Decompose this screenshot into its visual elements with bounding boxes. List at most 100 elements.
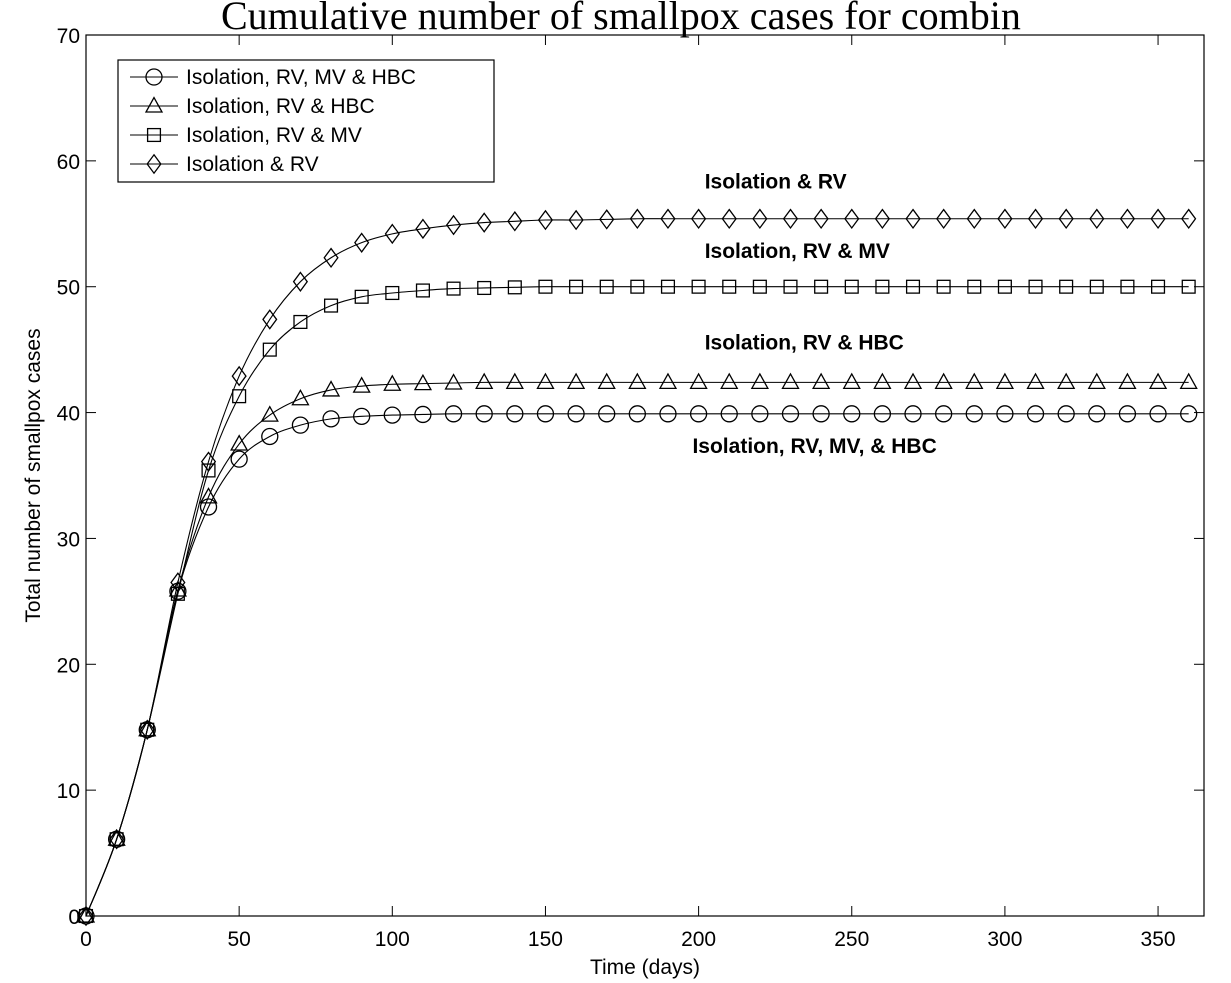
data-point-circle <box>934 405 953 423</box>
x-tick-label: 200 <box>681 928 716 951</box>
data-point-triangle <box>689 372 708 390</box>
data-point-square <box>967 279 982 294</box>
data-point-triangle <box>260 405 279 422</box>
data-point-circle <box>291 416 310 434</box>
data-point-triangle <box>352 376 371 393</box>
data-point-diamond <box>782 208 799 230</box>
data-point-circle <box>873 405 892 423</box>
chart-title: Cumulative number of smallpox cases for … <box>221 0 1021 38</box>
data-point-triangle <box>475 372 494 390</box>
x-axis-label: Time (days) <box>590 956 700 979</box>
data-point-square <box>323 298 339 313</box>
data-point-circle <box>230 450 248 468</box>
series-diamond <box>78 208 1197 927</box>
data-point-circle <box>1057 405 1075 423</box>
data-point-triangle <box>1179 372 1198 390</box>
data-point-square <box>691 279 706 294</box>
data-point-square <box>385 285 400 301</box>
data-point-diamond <box>78 905 94 927</box>
data-point-triangle <box>720 372 739 390</box>
data-point-triangle <box>873 372 892 390</box>
data-point-circle <box>567 405 585 423</box>
data-point-square <box>599 279 614 294</box>
legend-box <box>117 59 495 183</box>
data-point-square <box>201 463 216 478</box>
data-point-square <box>354 289 369 304</box>
data-point-triangle <box>658 372 678 390</box>
y-axis-label: Total number of smallpox cases <box>22 328 45 622</box>
data-point-circle <box>996 405 1014 423</box>
data-point-triangle <box>566 372 586 390</box>
data-point-circle <box>720 405 738 423</box>
data-point-triangle <box>628 372 647 390</box>
legend-entry: Isolation, RV & HBC <box>130 95 375 118</box>
data-point-diamond <box>415 218 431 240</box>
data-point-diamond <box>936 208 952 230</box>
data-point-circle <box>689 405 708 423</box>
x-tick-label: 50 <box>227 928 250 951</box>
annotation-label: Isolation, RV & HBC <box>705 332 904 355</box>
legend-entry: Isolation, RV & MV <box>130 124 362 147</box>
data-point-square <box>1181 279 1196 294</box>
x-tick-label: 100 <box>375 928 410 951</box>
x-tick-label: 250 <box>834 928 869 951</box>
series-square <box>78 279 1196 924</box>
data-point-triangle <box>536 372 555 390</box>
data-point-diamond <box>1027 208 1044 230</box>
data-point-diamond <box>599 209 615 230</box>
data-point-diamond <box>1150 208 1166 230</box>
data-point-diamond <box>170 572 186 593</box>
x-tick-label: 150 <box>528 928 563 951</box>
data-point-triangle <box>199 487 218 504</box>
data-point-triangle <box>1118 372 1137 390</box>
data-point-circle <box>322 410 340 428</box>
data-point-diamond <box>1089 208 1105 230</box>
data-point-circle <box>199 498 218 516</box>
legend-label: Isolation, RV & HBC <box>186 95 375 118</box>
series-line <box>85 218 1189 917</box>
data-point-diamond <box>537 209 554 231</box>
data-point-diamond <box>292 271 309 292</box>
data-point-triangle <box>781 372 800 390</box>
data-point-circle <box>965 405 983 423</box>
data-point-circle <box>1118 405 1137 423</box>
data-point-diamond <box>384 223 400 245</box>
data-point-triangle <box>995 372 1015 390</box>
data-point-square <box>1028 279 1043 294</box>
data-point-circle <box>1088 405 1106 423</box>
data-point-triangle <box>1057 372 1076 390</box>
data-point-circle <box>414 405 432 424</box>
data-point-triangle <box>230 434 249 451</box>
data-point-circle <box>536 405 555 423</box>
series-triangle <box>76 372 1198 923</box>
data-point-square <box>538 279 553 294</box>
data-point-circle <box>598 405 616 423</box>
data-point-circle <box>1026 405 1045 423</box>
data-point-square <box>232 389 247 404</box>
annotation-label: Isolation, RV, MV, & HBC <box>692 435 936 458</box>
data-point-triangle <box>597 372 616 390</box>
data-point-diamond <box>323 247 339 269</box>
data-point-triangle <box>321 380 341 397</box>
y-tick-label: 70 <box>57 25 80 48</box>
series-line <box>85 381 1189 917</box>
data-point-diamond <box>1181 208 1197 230</box>
data-point-square <box>477 280 492 296</box>
data-point-square <box>875 279 890 294</box>
data-point-square <box>722 279 737 294</box>
y-tick-label: 20 <box>57 654 80 677</box>
legend-marker-triangle <box>144 96 164 113</box>
data-point-diamond <box>139 719 155 741</box>
data-point-diamond <box>231 365 247 387</box>
x-tick-label: 300 <box>987 928 1022 951</box>
data-point-diamond <box>1058 208 1074 230</box>
data-point-diamond <box>721 208 737 230</box>
data-point-square <box>783 279 798 294</box>
data-point-square <box>446 281 461 296</box>
data-point-circle <box>781 405 800 423</box>
data-point-circle <box>628 405 646 423</box>
data-point-triangle <box>903 372 923 390</box>
data-point-square <box>170 586 185 601</box>
data-point-diamond <box>476 212 492 233</box>
data-point-diamond <box>844 208 860 230</box>
